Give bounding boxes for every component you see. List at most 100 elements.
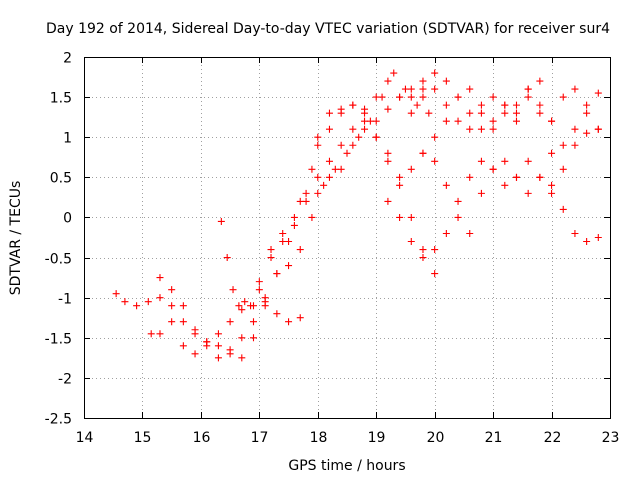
data-point	[454, 213, 462, 221]
data-point	[223, 254, 231, 262]
series-track-9	[314, 69, 602, 173]
data-point	[314, 173, 322, 181]
data-point	[407, 238, 415, 246]
data-point	[431, 246, 439, 254]
data-point	[156, 294, 164, 302]
data-point	[325, 109, 333, 117]
data-point	[536, 109, 544, 117]
data-point	[407, 109, 415, 117]
data-point	[583, 238, 591, 246]
data-point	[390, 69, 398, 77]
data-point	[594, 125, 602, 133]
x-tick-label: 14	[76, 430, 94, 446]
data-point	[466, 229, 474, 237]
data-point	[477, 101, 485, 109]
series-track-1	[112, 85, 427, 362]
data-point	[285, 238, 293, 246]
data-point	[261, 298, 269, 306]
data-point	[325, 125, 333, 133]
y-tick-label: -2	[58, 372, 72, 388]
data-point	[477, 109, 485, 117]
axis-ticks: 14 15 16 17 18 19 20 21 22 23-2.5-2-1.5-1-0.500.5…	[45, 51, 620, 447]
data-point	[361, 105, 369, 113]
data-point	[524, 85, 532, 93]
data-point	[489, 93, 497, 101]
data-point	[384, 157, 392, 165]
data-point	[559, 205, 567, 213]
data-point	[442, 101, 450, 109]
data-point	[226, 318, 234, 326]
data-point	[296, 246, 304, 254]
data-point	[466, 125, 474, 133]
data-point	[548, 117, 556, 125]
plot-frame	[84, 57, 611, 419]
data-point	[384, 149, 392, 157]
data-point	[384, 105, 392, 113]
data-point	[302, 197, 310, 205]
data-point	[361, 117, 369, 125]
data-point	[583, 101, 591, 109]
data-point	[442, 77, 450, 85]
data-point	[442, 117, 450, 125]
data-point	[501, 181, 509, 189]
series-track-3	[156, 274, 304, 346]
data-point	[594, 234, 602, 241]
data-point	[524, 93, 532, 101]
data-point	[273, 270, 281, 278]
data-point	[179, 302, 187, 310]
data-point	[156, 274, 164, 282]
data-point	[133, 302, 141, 310]
x-tick-label: 15	[134, 430, 152, 446]
data-point	[431, 69, 439, 77]
data-point	[314, 141, 322, 149]
data-point	[320, 181, 328, 189]
data-point	[349, 141, 357, 149]
data-point	[372, 133, 380, 141]
data-point	[378, 93, 386, 101]
data-point	[372, 117, 380, 125]
data-point	[179, 342, 187, 350]
y-tick-label: 2	[63, 51, 72, 67]
data-point	[489, 125, 497, 133]
data-point	[583, 109, 591, 117]
series-track-2	[147, 69, 433, 362]
data-point	[241, 298, 249, 306]
data-point	[168, 318, 176, 326]
data-point	[419, 93, 427, 101]
data-point	[431, 85, 439, 93]
chart-title: Day 192 of 2014, Sidereal Day-to-day VTE…	[46, 21, 610, 37]
y-tick-label: 1.5	[50, 91, 72, 107]
data-point	[255, 278, 263, 286]
data-point	[249, 334, 257, 342]
data-point	[407, 93, 415, 101]
data-point	[285, 318, 293, 326]
data-point	[214, 330, 222, 338]
data-marks	[112, 69, 602, 362]
data-point	[290, 213, 298, 221]
x-tick-label: 22	[544, 430, 562, 446]
data-point	[214, 342, 222, 350]
x-tick-label: 18	[310, 430, 328, 446]
data-point	[512, 109, 520, 117]
data-point	[355, 133, 363, 141]
data-point	[226, 346, 234, 354]
data-point	[121, 298, 129, 306]
y-tick-label: -1	[58, 292, 72, 308]
data-point	[559, 165, 567, 173]
x-tick-label: 21	[485, 430, 503, 446]
data-point	[401, 85, 409, 93]
y-axis-label: SDTVAR / TECUs	[8, 181, 24, 296]
data-point	[217, 217, 225, 225]
data-point	[548, 189, 556, 197]
data-point	[548, 181, 556, 189]
data-point	[454, 117, 462, 125]
data-point	[267, 246, 275, 254]
data-point	[559, 93, 567, 101]
data-point	[235, 302, 243, 310]
data-point	[419, 246, 427, 254]
data-point	[384, 77, 392, 85]
data-point	[366, 117, 374, 125]
data-point	[512, 101, 520, 109]
data-point	[203, 338, 211, 346]
